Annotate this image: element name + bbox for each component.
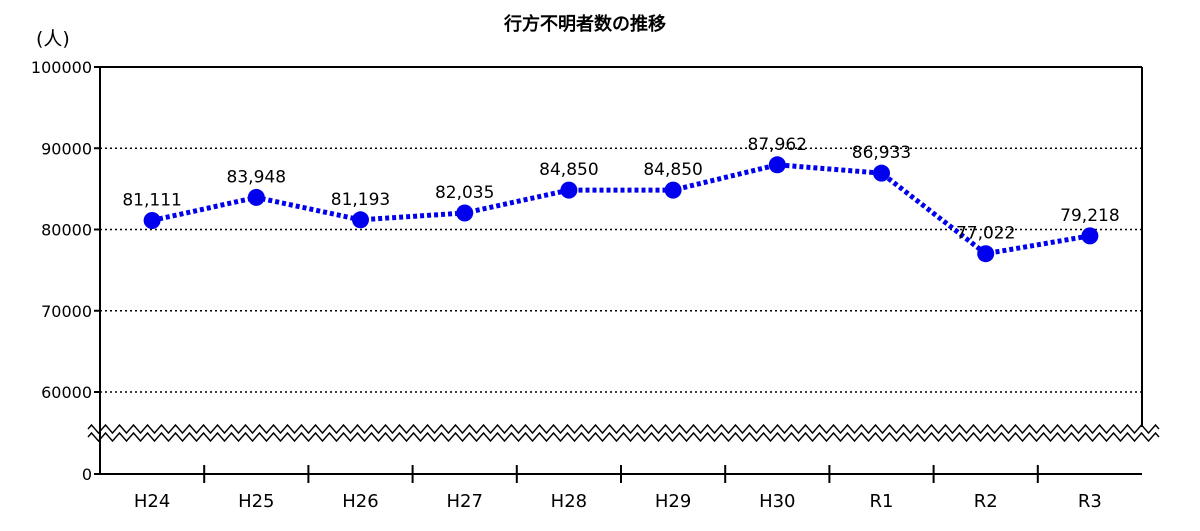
plot-frame xyxy=(87,66,1160,475)
data-point xyxy=(768,156,786,174)
data-label: 84,850 xyxy=(539,160,598,180)
data-label: 84,850 xyxy=(643,160,702,180)
data-label: 81,193 xyxy=(331,190,390,210)
x-tick-label: R3 xyxy=(1078,491,1102,512)
data-point xyxy=(977,245,995,263)
chart-title: 行方不明者数の推移 xyxy=(503,13,666,35)
data-label: 82,035 xyxy=(435,183,494,203)
data-label: 77,022 xyxy=(956,224,1015,244)
x-tick-label: H27 xyxy=(446,491,482,512)
y-tick-label: 90000 xyxy=(41,139,92,158)
y-axis-ticks: 100000 90000 80000 70000 60000 0 xyxy=(31,58,100,484)
x-tick-label: H28 xyxy=(551,491,587,512)
series-line xyxy=(151,162,1091,257)
gridlines xyxy=(100,147,1142,393)
data-point xyxy=(873,164,890,182)
x-tick-label: R1 xyxy=(870,491,894,512)
y-tick-label: 100000 xyxy=(31,58,92,77)
data-point xyxy=(1081,227,1099,245)
x-tick-label: H29 xyxy=(655,491,691,512)
data-point xyxy=(247,188,265,206)
x-tick-label: H30 xyxy=(759,491,795,512)
data-label: 87,962 xyxy=(748,135,807,155)
data-point xyxy=(664,181,682,199)
axis-break-mark xyxy=(87,431,1160,443)
data-points xyxy=(143,156,1099,263)
y-tick-label: 80000 xyxy=(41,221,92,240)
series-polyline xyxy=(151,162,1091,257)
x-tick-label: H26 xyxy=(342,491,378,512)
data-point xyxy=(456,204,474,222)
y-axis-unit-label: (人) xyxy=(36,28,70,50)
data-point xyxy=(352,211,369,229)
data-labels: 81,111 83,948 81,193 82,035 84,850 84,850 87,9… xyxy=(122,135,1119,244)
data-label: 81,111 xyxy=(122,190,181,210)
x-tick-label: H24 xyxy=(134,491,170,512)
data-point xyxy=(143,211,161,229)
data-label: 79,218 xyxy=(1060,206,1119,226)
y-tick-label: 70000 xyxy=(41,302,92,321)
x-tick-label: R2 xyxy=(974,491,998,512)
data-point xyxy=(560,181,578,199)
data-label: 86,933 xyxy=(852,143,911,163)
x-axis-ticks: H24 H25 H26 H27 H28 H29 H30 R1 R2 R3 xyxy=(134,465,1102,512)
x-tick-label: H25 xyxy=(238,491,274,512)
y-tick-label: 60000 xyxy=(41,383,92,402)
data-label: 83,948 xyxy=(227,167,286,187)
y-tick-label: 0 xyxy=(82,465,92,484)
axis-break-mark xyxy=(87,423,1160,435)
